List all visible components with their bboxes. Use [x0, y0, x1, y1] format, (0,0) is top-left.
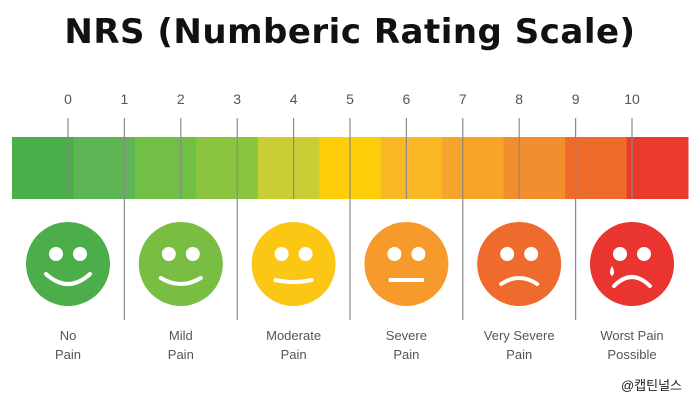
label-line: Pain	[54, 347, 82, 362]
tick-label: 0	[64, 91, 72, 107]
moderate-pain-label: Moderate Pain	[239, 326, 349, 364]
watermark: @캡틴널스	[620, 378, 682, 393]
scale-segment	[565, 137, 628, 199]
no-pain-face-icon	[26, 222, 110, 306]
mild-pain-label: Mild Pain	[126, 326, 236, 364]
scale-segment	[196, 137, 259, 199]
moderate-pain-face-icon	[251, 222, 336, 306]
label-line: Very Severe	[483, 328, 555, 343]
label-line: Possible	[607, 347, 657, 362]
worst-pain-possible-label: Worst Pain Possible	[577, 326, 687, 364]
scale-segment	[626, 137, 689, 199]
no-pain-label: No Pain	[13, 326, 123, 364]
scale-segment	[503, 137, 566, 199]
tick-label: 3	[233, 91, 241, 107]
mild-pain-face-icon	[138, 222, 223, 306]
worst-pain-possible-face-icon	[590, 222, 674, 306]
very-severe-pain-face-icon	[477, 222, 562, 306]
tick-label: 7	[459, 91, 467, 107]
label-line: Pain	[167, 347, 194, 362]
tick-label: 6	[403, 91, 411, 107]
label-line: No	[59, 328, 77, 343]
tick-label: 4	[290, 91, 298, 107]
tick-label: 10	[624, 91, 640, 107]
tick-label: 5	[346, 91, 354, 107]
scale-segment	[73, 137, 136, 199]
label-line: Mild	[168, 328, 193, 343]
very-severe-pain-label: Very Severe Pain	[464, 326, 574, 364]
label-line: Pain	[280, 347, 307, 362]
scale-segment	[380, 137, 443, 199]
scale-segment	[257, 137, 320, 199]
severe-pain-face-icon	[364, 222, 449, 306]
tick-label: 2	[177, 91, 185, 107]
label-line: Severe	[385, 328, 427, 343]
label-line: Moderate	[266, 328, 322, 343]
label-line: Pain	[506, 347, 533, 362]
page-title: NRS (Numberic Rating Scale)	[64, 12, 636, 52]
label-line: Pain	[393, 347, 420, 362]
scale-segment	[442, 137, 505, 199]
scale-segment	[12, 137, 74, 199]
scale-segment	[134, 137, 197, 199]
tick-label: 9	[572, 91, 580, 107]
tick-label: 8	[515, 91, 523, 107]
label-line: Worst Pain	[600, 328, 664, 343]
severe-pain-label: Severe Pain	[351, 326, 461, 364]
tick-label: 1	[121, 91, 129, 107]
